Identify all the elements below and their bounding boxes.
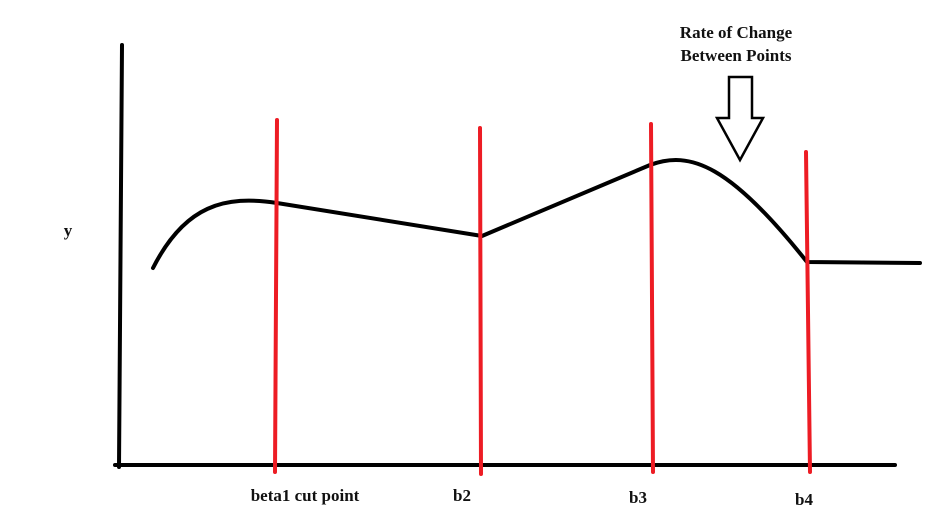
annotation-line-2: Between Points xyxy=(681,46,792,65)
annotation-line-1: Rate of Change xyxy=(680,23,793,42)
y-axis xyxy=(117,43,124,469)
cut-line-b2 xyxy=(478,126,483,476)
cut-label-b2: b2 xyxy=(453,486,471,505)
y-axis-label: y xyxy=(64,221,73,240)
cut-label-b3: b3 xyxy=(629,488,647,507)
cut-label-b4: b4 xyxy=(795,490,813,509)
cut-label-beta1: beta1 cut point xyxy=(251,486,360,505)
cut-line-beta1 xyxy=(273,118,279,474)
down-arrow-icon xyxy=(714,75,766,163)
cut-line-b3 xyxy=(649,122,655,474)
cut-line-b4 xyxy=(804,150,812,474)
